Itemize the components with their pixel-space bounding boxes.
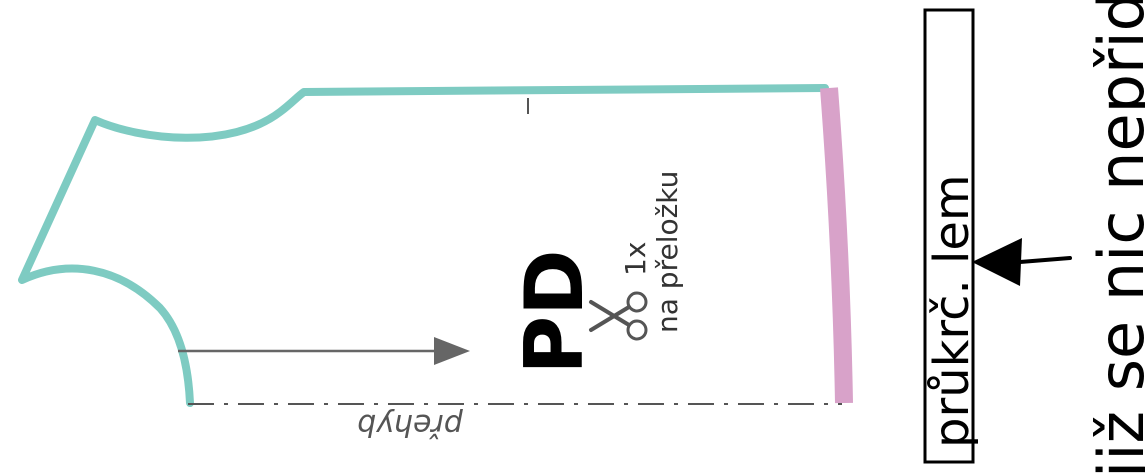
fold-label: přehyb xyxy=(357,407,464,442)
pointer-arrow xyxy=(972,238,1072,286)
cut-count: 1x xyxy=(619,242,652,276)
side-label-text: průkrč. lem xyxy=(924,174,980,448)
note-text: již se nic nepřidá xyxy=(1085,0,1145,473)
side-label-box xyxy=(923,8,975,464)
pattern-piece-outline xyxy=(18,84,829,407)
scissors-icon xyxy=(589,291,648,341)
hem-strip xyxy=(820,87,853,404)
grainline-arrow xyxy=(178,337,470,365)
piece-code: PD xyxy=(508,249,601,374)
cut-note: na přeložku xyxy=(651,171,684,333)
